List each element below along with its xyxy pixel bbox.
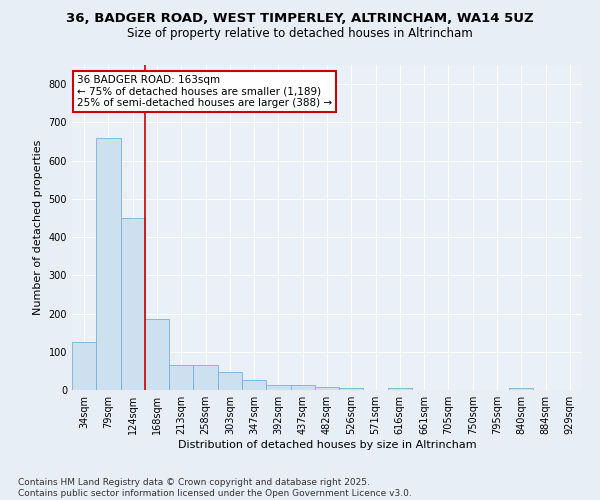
X-axis label: Distribution of detached houses by size in Altrincham: Distribution of detached houses by size …: [178, 440, 476, 450]
Text: Size of property relative to detached houses in Altrincham: Size of property relative to detached ho…: [127, 28, 473, 40]
Bar: [121, 218, 145, 390]
Bar: [169, 365, 193, 390]
Bar: [145, 320, 169, 390]
Bar: [72, 342, 96, 390]
Bar: [388, 388, 412, 390]
Bar: [509, 388, 533, 390]
Bar: [339, 388, 364, 390]
Text: 36 BADGER ROAD: 163sqm
← 75% of detached houses are smaller (1,189)
25% of semi-: 36 BADGER ROAD: 163sqm ← 75% of detached…: [77, 74, 332, 108]
Bar: [96, 138, 121, 390]
Bar: [290, 385, 315, 390]
Text: Contains HM Land Registry data © Crown copyright and database right 2025.
Contai: Contains HM Land Registry data © Crown c…: [18, 478, 412, 498]
Bar: [218, 372, 242, 390]
Y-axis label: Number of detached properties: Number of detached properties: [33, 140, 43, 315]
Text: 36, BADGER ROAD, WEST TIMPERLEY, ALTRINCHAM, WA14 5UZ: 36, BADGER ROAD, WEST TIMPERLEY, ALTRINC…: [66, 12, 534, 26]
Bar: [315, 387, 339, 390]
Bar: [193, 365, 218, 390]
Bar: [266, 386, 290, 390]
Bar: [242, 380, 266, 390]
